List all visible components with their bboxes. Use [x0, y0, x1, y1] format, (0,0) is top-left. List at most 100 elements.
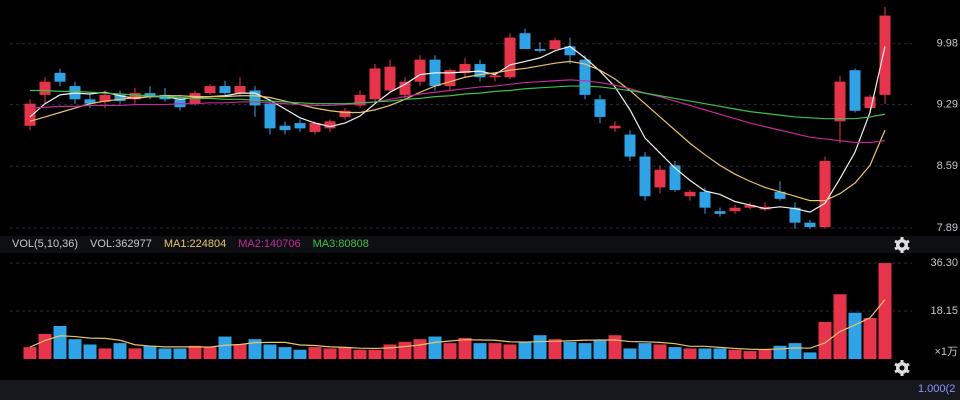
candle-body	[414, 59, 426, 82]
candle-body	[309, 123, 321, 132]
candle-body	[624, 134, 636, 157]
volume-bar	[368, 349, 382, 359]
volume-bar	[518, 341, 532, 359]
volume-bar	[338, 347, 352, 359]
volume-bar	[758, 349, 772, 359]
indicator-label: 1.000(2	[918, 383, 955, 395]
volume-bar	[203, 347, 217, 359]
candle-body	[819, 160, 831, 228]
volume-bar	[278, 347, 292, 359]
volume-bar	[218, 336, 232, 359]
candle-body	[564, 46, 576, 56]
volume-bar	[788, 343, 802, 359]
candle-body	[99, 94, 111, 102]
legend-item: MA2:140706	[238, 238, 300, 250]
volume-bar	[608, 335, 622, 359]
candle-body	[264, 103, 276, 129]
volume-bar	[728, 349, 742, 359]
candle-body	[639, 156, 651, 197]
legend-item: MA1:224804	[164, 238, 226, 250]
candle-body	[729, 207, 741, 212]
candle-body	[504, 37, 516, 78]
volume-bar	[413, 339, 427, 359]
candle-body	[339, 110, 351, 117]
candle-body	[864, 96, 876, 109]
volume-bar	[53, 325, 67, 359]
volume-bar	[878, 263, 892, 359]
candle-body	[879, 15, 891, 95]
volume-bar	[233, 344, 247, 359]
volume-bar	[188, 345, 202, 359]
candle-body	[594, 99, 606, 117]
volume-bar	[503, 344, 517, 359]
y-unit: ×1万	[934, 346, 958, 358]
settings-icon[interactable]	[894, 237, 910, 253]
candle-body	[369, 68, 381, 100]
volume-bar	[488, 343, 502, 359]
volume-bar	[158, 348, 172, 359]
candle-body	[324, 121, 336, 129]
volume-bar	[818, 322, 832, 359]
volume-bar	[593, 340, 607, 359]
volume-bar	[638, 343, 652, 359]
candle-body	[354, 94, 366, 106]
y-tick-label: 8.59	[937, 160, 958, 172]
y-tick-label: 9.98	[937, 38, 958, 50]
volume-bar	[98, 348, 112, 359]
y-tick-label: 9.29	[937, 98, 958, 110]
candle-body	[444, 70, 456, 87]
ma-line	[29, 79, 886, 144]
volume-bar	[668, 347, 682, 359]
volume-bar	[398, 341, 412, 359]
candle-body	[849, 70, 861, 111]
candle-body	[834, 81, 846, 122]
volume-bar	[308, 347, 322, 359]
candle-body	[204, 86, 216, 94]
volume-bar	[533, 335, 547, 359]
candle-body	[279, 125, 291, 131]
settings-icon[interactable]	[894, 360, 910, 376]
y-tick-label: 7.89	[937, 222, 958, 234]
volume-bar	[293, 349, 307, 359]
candle-body	[549, 40, 561, 50]
candle-body	[579, 59, 591, 95]
volume-bar	[848, 312, 862, 359]
candle-body	[714, 211, 726, 214]
y-tick-label: 36.30	[930, 257, 958, 269]
volume-bar	[263, 344, 277, 359]
volume-bar	[383, 344, 397, 359]
volume-bar	[173, 348, 187, 359]
candle-body	[219, 86, 231, 94]
candle-body	[294, 123, 306, 129]
candle-body	[234, 86, 246, 94]
volume-bar	[38, 333, 52, 359]
volume-bar	[248, 339, 262, 359]
volume-bar	[743, 351, 757, 359]
volume-bar	[68, 339, 82, 359]
candle-body	[699, 191, 711, 208]
candle-body	[534, 49, 546, 51]
volume-bar	[443, 343, 457, 359]
legend-item: MA3:80808	[313, 238, 369, 250]
legend-item: VOL:362977	[90, 238, 152, 250]
candle-body	[39, 81, 51, 95]
ma-line	[29, 45, 886, 213]
candle-body	[384, 66, 396, 91]
volume-bar	[323, 348, 337, 359]
candle-body	[129, 93, 141, 100]
ma-line	[29, 60, 886, 202]
candle-body	[144, 93, 156, 97]
candle-body	[249, 90, 261, 106]
y-tick-label: 18.15	[930, 305, 958, 317]
volume-bar	[683, 348, 697, 359]
volume-bar	[113, 343, 127, 359]
volume-bar	[458, 337, 472, 359]
candle-body	[489, 75, 501, 78]
indicator-bar	[0, 380, 960, 400]
volume-bar	[863, 318, 877, 359]
ma-line	[29, 299, 886, 351]
candle-body	[774, 191, 786, 199]
candle-body	[789, 207, 801, 223]
candle-body	[804, 222, 816, 228]
